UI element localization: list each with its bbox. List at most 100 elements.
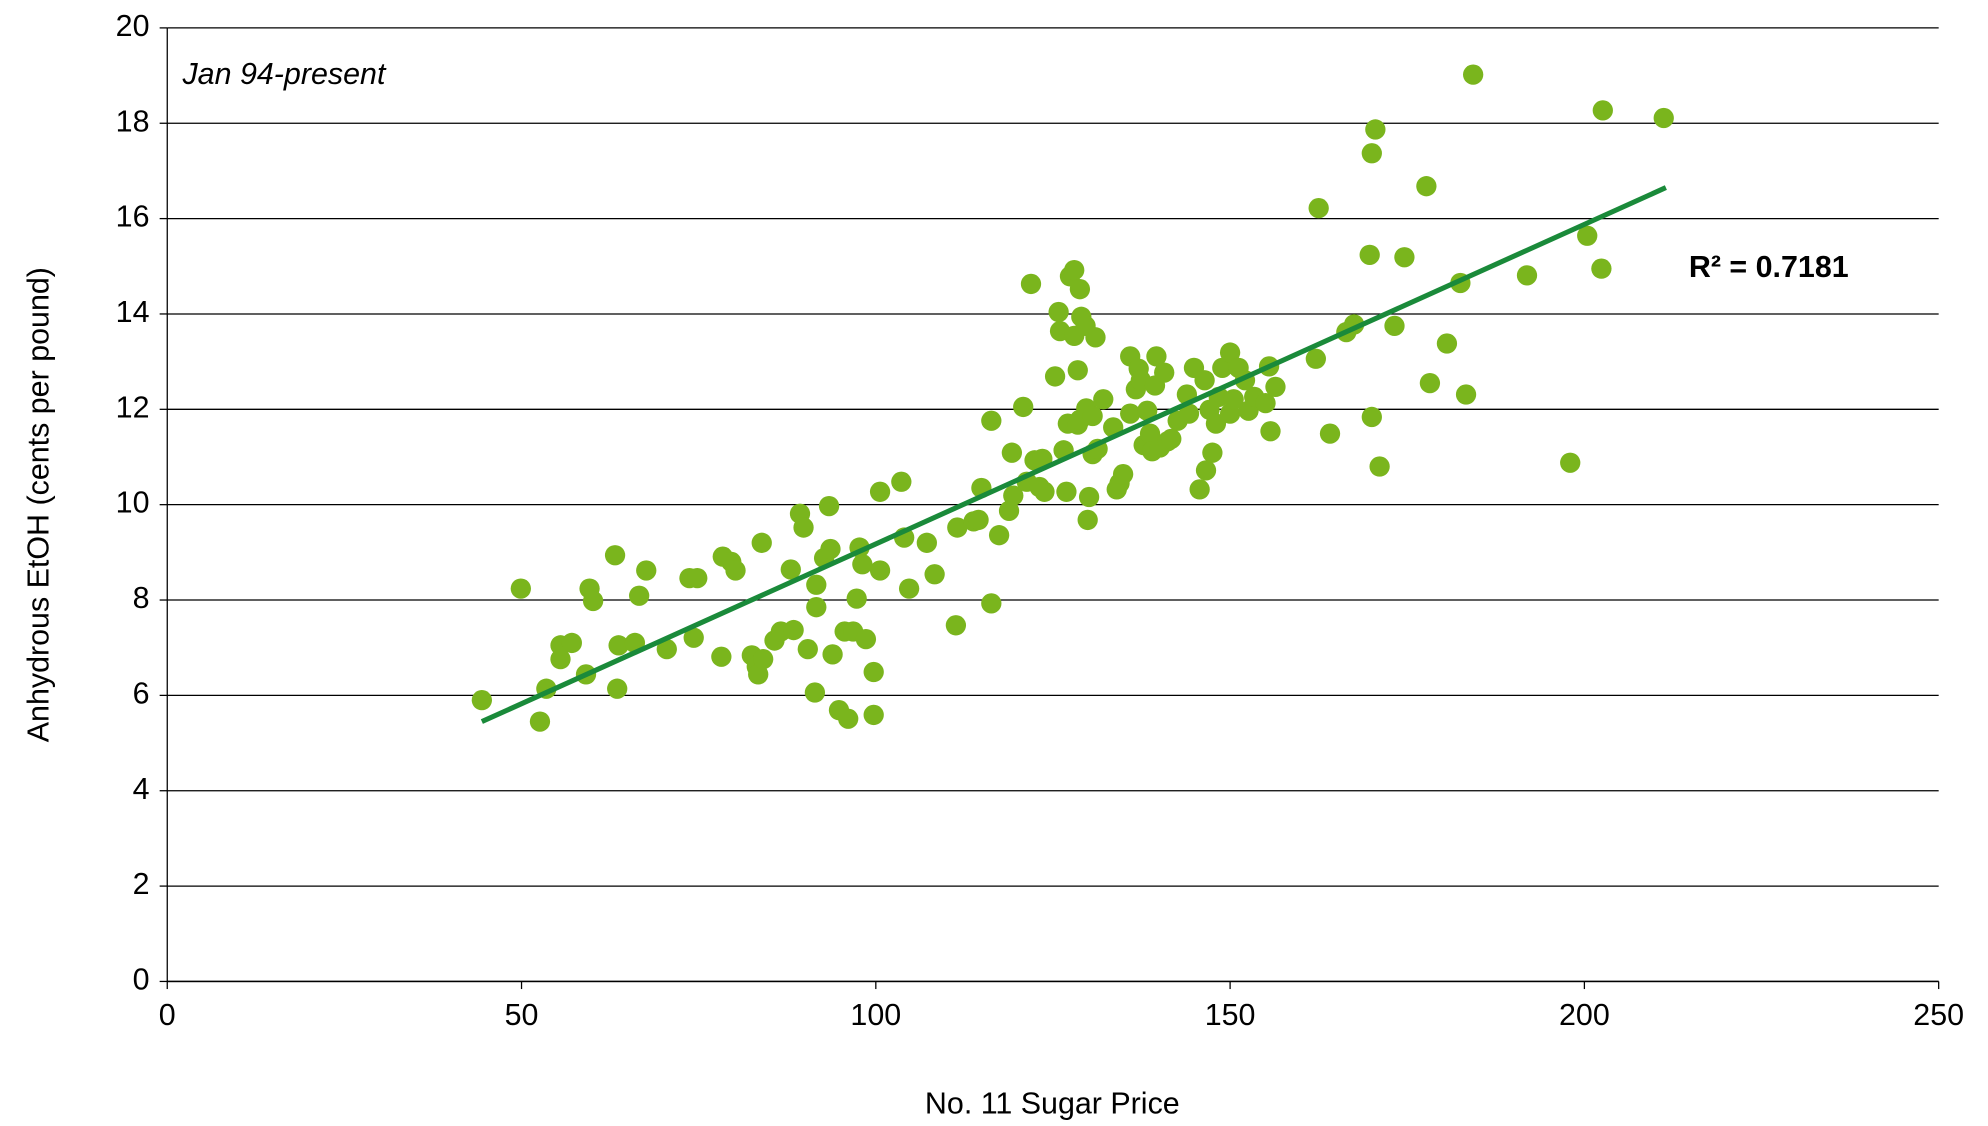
point [1078, 486, 1100, 508]
x-tick-label: 200 [1559, 998, 1610, 1032]
point [1020, 273, 1042, 295]
point [783, 619, 804, 641]
point [1577, 225, 1598, 246]
point [1137, 400, 1158, 421]
point [1591, 258, 1612, 279]
point [1044, 366, 1066, 387]
point [947, 517, 968, 538]
point [981, 410, 1002, 431]
point [1212, 357, 1233, 378]
point [1001, 442, 1023, 463]
point [1154, 362, 1175, 383]
point [1223, 389, 1244, 410]
point [1384, 315, 1405, 337]
point [838, 708, 859, 729]
point [1419, 372, 1441, 394]
r-squared: R² = 0.7181 [1689, 250, 1849, 284]
point [1394, 247, 1415, 268]
x-axis-title: No. 11 Sugar Price [925, 1087, 1180, 1121]
point [804, 682, 826, 703]
point [1003, 485, 1024, 506]
point [529, 711, 551, 732]
y-tick-label: 16 [116, 200, 150, 234]
point [863, 661, 884, 683]
point [820, 538, 841, 560]
point [1361, 406, 1382, 428]
point [855, 628, 877, 650]
point [1013, 396, 1034, 418]
point [818, 495, 840, 517]
point [806, 597, 827, 618]
point [1260, 421, 1281, 442]
point [751, 532, 772, 553]
point [822, 644, 843, 665]
point [1120, 403, 1141, 424]
y-axis-title: Anhydrous EtOH (cents per pound) [21, 267, 55, 742]
point [1195, 460, 1217, 481]
point [1462, 64, 1484, 85]
point [1093, 389, 1114, 410]
y-tick-label: 18 [116, 104, 150, 138]
point [852, 554, 873, 575]
point [683, 627, 704, 648]
point [582, 590, 604, 612]
point [1202, 442, 1223, 463]
point [1653, 107, 1674, 129]
point [1265, 376, 1286, 398]
point [945, 615, 967, 636]
point [561, 632, 582, 654]
point [806, 574, 827, 595]
point [1455, 384, 1477, 405]
point [629, 585, 650, 606]
point [1077, 509, 1098, 531]
x-tick-label: 50 [505, 998, 539, 1032]
point [1048, 301, 1069, 323]
y-tick-label: 4 [133, 772, 150, 806]
point [1361, 143, 1382, 164]
point [1085, 327, 1106, 348]
point [1359, 244, 1380, 265]
point [1219, 342, 1241, 363]
annotation: Jan 94-present [181, 57, 386, 91]
y-tick-label: 6 [133, 676, 150, 710]
point [1189, 479, 1210, 500]
point [780, 559, 801, 580]
point [1064, 259, 1085, 281]
point [608, 635, 629, 656]
point [1112, 464, 1134, 485]
point [1082, 405, 1103, 427]
point [1069, 279, 1091, 300]
point [1305, 348, 1326, 369]
point [1369, 456, 1390, 477]
point [725, 560, 746, 581]
x-tick-label: 150 [1205, 998, 1256, 1032]
point [869, 481, 891, 502]
point [636, 560, 657, 581]
x-tick-label: 100 [850, 998, 901, 1032]
y-tick-label: 12 [116, 390, 150, 424]
y-tick-label: 10 [116, 486, 150, 520]
point [981, 593, 1002, 614]
point [1319, 423, 1341, 444]
point [1308, 197, 1329, 219]
point [1205, 413, 1227, 434]
point [1255, 392, 1276, 414]
point [604, 545, 626, 566]
y-tick-label: 20 [116, 9, 150, 43]
point [898, 578, 920, 599]
point [1161, 428, 1182, 450]
point [1146, 346, 1167, 367]
point [869, 560, 891, 581]
point [1034, 481, 1055, 502]
point [998, 500, 1020, 522]
point [846, 588, 867, 609]
point [1194, 370, 1215, 391]
point [891, 471, 912, 492]
point [1516, 265, 1538, 286]
point [916, 532, 937, 553]
point [471, 690, 493, 711]
point [748, 664, 769, 685]
point [1365, 119, 1386, 140]
point [1560, 452, 1581, 473]
